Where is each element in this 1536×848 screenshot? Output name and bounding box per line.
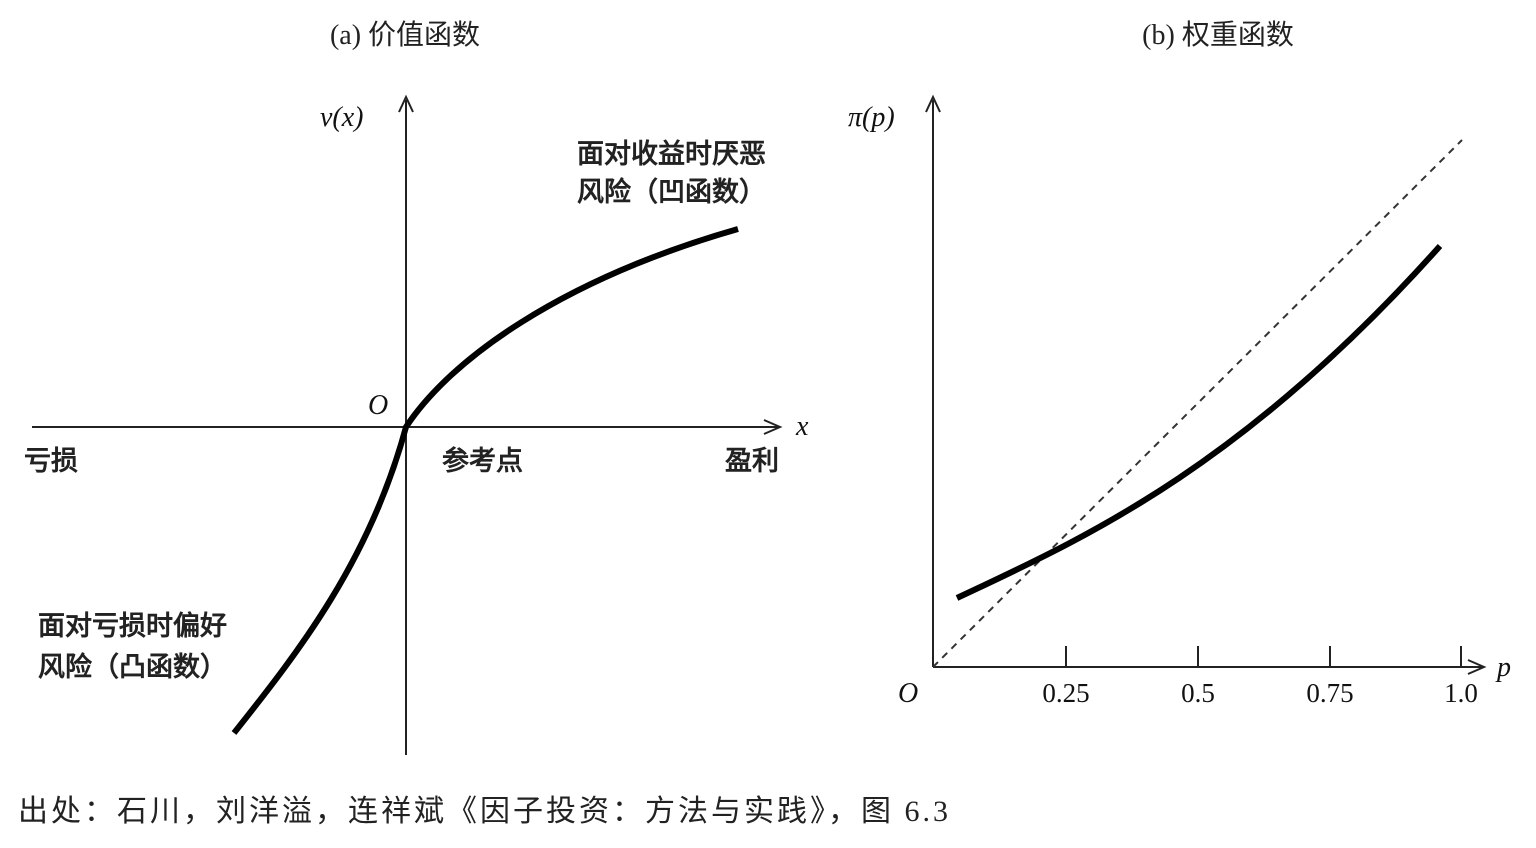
panel-b-title: (b) 权重函数 [1142, 19, 1294, 51]
value-curve [231, 226, 739, 735]
tick-label: 0.25 [1042, 678, 1089, 708]
panel-weighting-function: (b) 权重函数 π(p) O p 0.25 0.5 0.75 1.0 [848, 19, 1511, 709]
loss-note-line1: 面对亏损时偏好 [38, 611, 227, 642]
loss-note-line2: 风险（凸函数） [38, 651, 227, 683]
x-axis-label: p [1495, 652, 1511, 683]
source-caption: 出处：石川，刘洋溢，连祥斌《因子投资：方法与实践》，图 6.3 [18, 795, 951, 828]
x-axis-arrow [1467, 659, 1487, 675]
panel-value-function: (a) 价值函数 v(x) O x 亏损 参考点 盈利 面对收益时厌恶 风险（凹… [24, 19, 809, 755]
origin-label: O [898, 678, 918, 709]
x-axis-label: x [795, 411, 809, 442]
tick-label: 0.5 [1181, 678, 1215, 708]
reference-point-label: 参考点 [442, 445, 523, 477]
weighting-curve [955, 244, 1443, 601]
tick-label: 0.75 [1306, 678, 1353, 708]
origin-label: O [368, 390, 388, 421]
x-axis-arrow [763, 419, 783, 435]
loss-label: 亏损 [24, 446, 78, 477]
y-axis-label: π(p) [848, 102, 895, 133]
y-axis-arrow [398, 94, 414, 113]
gain-label: 盈利 [725, 446, 779, 477]
gain-note-line1: 面对收益时厌恶 [577, 139, 766, 170]
gain-note-line2: 风险（凹函数） [577, 176, 766, 208]
diagonal-reference-line [932, 139, 1463, 668]
panel-a-title: (a) 价值函数 [330, 19, 480, 51]
y-axis-arrow [925, 94, 941, 113]
tick-label: 1.0 [1444, 678, 1478, 708]
y-axis-label: v(x) [320, 102, 364, 133]
